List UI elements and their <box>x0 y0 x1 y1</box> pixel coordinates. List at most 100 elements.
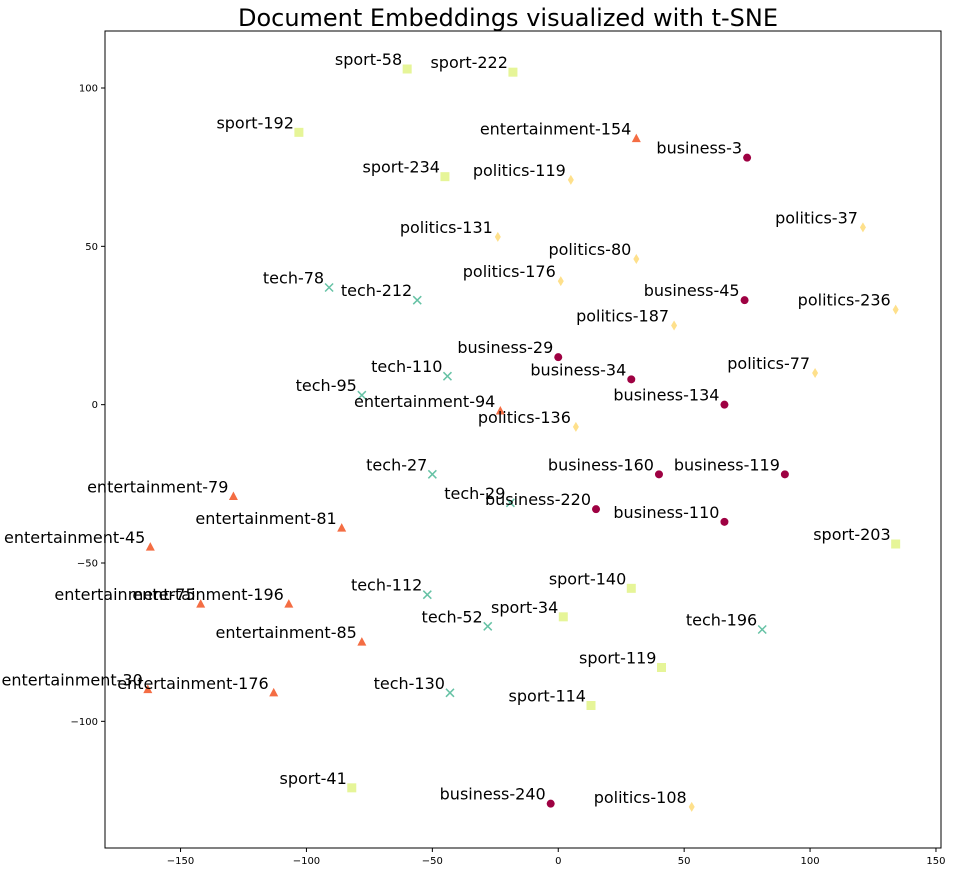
data-point-entertainment-75: entertainment-75 <box>54 585 206 608</box>
data-point-tech-27: tech-27 <box>366 455 437 479</box>
data-point-politics-236: politics-236 <box>798 291 899 315</box>
square-icon <box>891 539 901 549</box>
circle-icon <box>654 470 663 479</box>
y-tick-label: −100 <box>71 717 98 728</box>
diamond-icon <box>572 421 579 432</box>
x-tick-label: −50 <box>422 856 443 867</box>
triangle-icon <box>357 637 367 646</box>
point-label: business-220 <box>485 490 591 509</box>
data-point-tech-196: tech-196 <box>686 611 767 635</box>
point-label: entertainment-176 <box>117 674 269 693</box>
x-icon <box>442 371 452 381</box>
data-point-entertainment-154: entertainment-154 <box>480 120 641 143</box>
point-label: sport-203 <box>813 525 890 544</box>
data-point-business-29: business-29 <box>457 338 563 362</box>
data-point-politics-131: politics-131 <box>400 218 501 242</box>
point-label: politics-108 <box>594 788 687 807</box>
point-label: entertainment-45 <box>4 528 145 547</box>
data-point-entertainment-85: entertainment-85 <box>216 623 367 646</box>
square-icon <box>402 64 412 74</box>
data-point-politics-187: politics-187 <box>576 307 678 331</box>
point-label: politics-77 <box>727 354 810 373</box>
axes: −150 −100 −50 0 50 100 150 −100 −50 0 50 100 <box>71 84 946 868</box>
point-label: sport-222 <box>430 53 507 72</box>
point-label: business-240 <box>440 785 546 804</box>
data-point-business-134: business-134 <box>613 386 729 409</box>
triangle-icon <box>228 491 238 500</box>
x-tick-label: 150 <box>926 856 945 867</box>
data-point-entertainment-79: entertainment-79 <box>87 478 238 500</box>
x-tick-label: −100 <box>293 856 320 867</box>
data-point-business-3: business-3 <box>656 139 752 162</box>
data-point-sport-140: sport-140 <box>549 569 636 593</box>
x-icon <box>505 498 515 508</box>
point-label: entertainment-75 <box>54 585 195 604</box>
point-label: business-160 <box>548 455 654 474</box>
data-point-business-34: business-34 <box>530 360 636 384</box>
point-label: politics-236 <box>798 291 891 310</box>
point-label: politics-131 <box>400 218 493 237</box>
data-point-politics-37: politics-37 <box>775 208 866 233</box>
chart-title: Document Embeddings visualized with t-SN… <box>238 4 778 32</box>
x-icon <box>422 590 432 600</box>
point-label: business-110 <box>613 503 719 522</box>
point-label: entertainment-30 <box>1 671 142 690</box>
point-label: sport-234 <box>362 158 439 177</box>
diamond-icon <box>557 276 564 287</box>
square-icon <box>586 701 596 710</box>
data-point-politics-119: politics-119 <box>473 161 574 185</box>
circle-icon <box>592 505 601 514</box>
data-point-sport-222: sport-222 <box>430 53 518 77</box>
point-label: sport-140 <box>549 569 626 588</box>
square-icon <box>440 172 450 182</box>
point-label: tech-52 <box>422 607 483 626</box>
point-label: sport-34 <box>491 598 558 617</box>
data-point-sport-34: sport-34 <box>491 598 568 622</box>
point-label: politics-119 <box>473 161 566 180</box>
triangle-icon <box>145 542 155 551</box>
point-label: sport-58 <box>335 50 402 69</box>
triangle-icon <box>143 684 153 694</box>
diamond-icon <box>812 368 819 378</box>
x-icon <box>757 624 767 635</box>
data-point-sport-58: sport-58 <box>335 50 412 74</box>
point-label: entertainment-81 <box>195 509 336 528</box>
square-icon <box>294 127 304 137</box>
data-point-tech-110: tech-110 <box>371 357 452 381</box>
data-point-entertainment-196: entertainment-196 <box>132 585 294 608</box>
point-label: business-29 <box>457 338 553 357</box>
y-tick-label: 100 <box>79 84 98 95</box>
point-label: sport-41 <box>280 769 347 788</box>
data-point-tech-52: tech-52 <box>422 607 493 631</box>
point-label: tech-112 <box>351 576 422 595</box>
data-point-sport-119: sport-119 <box>579 649 666 672</box>
circle-icon <box>720 517 729 526</box>
point-label: politics-80 <box>548 240 631 259</box>
square-icon <box>656 663 666 672</box>
diamond-icon <box>892 304 899 315</box>
point-label: business-34 <box>530 360 626 379</box>
diamond-icon <box>494 231 501 242</box>
point-label: entertainment-196 <box>132 585 284 604</box>
square-icon <box>347 783 357 793</box>
triangle-icon <box>337 523 347 532</box>
data-point-entertainment-81: entertainment-81 <box>195 509 347 532</box>
x-tick-label: 50 <box>678 856 691 867</box>
data-point-business-220: business-220 <box>485 490 601 514</box>
circle-icon <box>720 400 729 409</box>
point-label: entertainment-154 <box>480 120 632 139</box>
point-label: tech-196 <box>686 611 757 630</box>
square-icon <box>558 612 568 622</box>
data-point-sport-203: sport-203 <box>813 525 901 549</box>
circle-icon <box>780 470 789 479</box>
x-tick-label: −150 <box>167 856 194 867</box>
data-point-politics-80: politics-80 <box>548 240 640 264</box>
data-point-sport-41: sport-41 <box>280 769 357 793</box>
data-point-tech-130: tech-130 <box>374 674 455 698</box>
data-point-sport-192: sport-192 <box>216 113 304 137</box>
x-tick-label: 100 <box>801 856 820 867</box>
point-label: tech-110 <box>371 357 442 376</box>
data-point-sport-234: sport-234 <box>362 158 450 182</box>
data-point-entertainment-45: entertainment-45 <box>4 528 155 551</box>
point-label: sport-119 <box>579 649 656 668</box>
